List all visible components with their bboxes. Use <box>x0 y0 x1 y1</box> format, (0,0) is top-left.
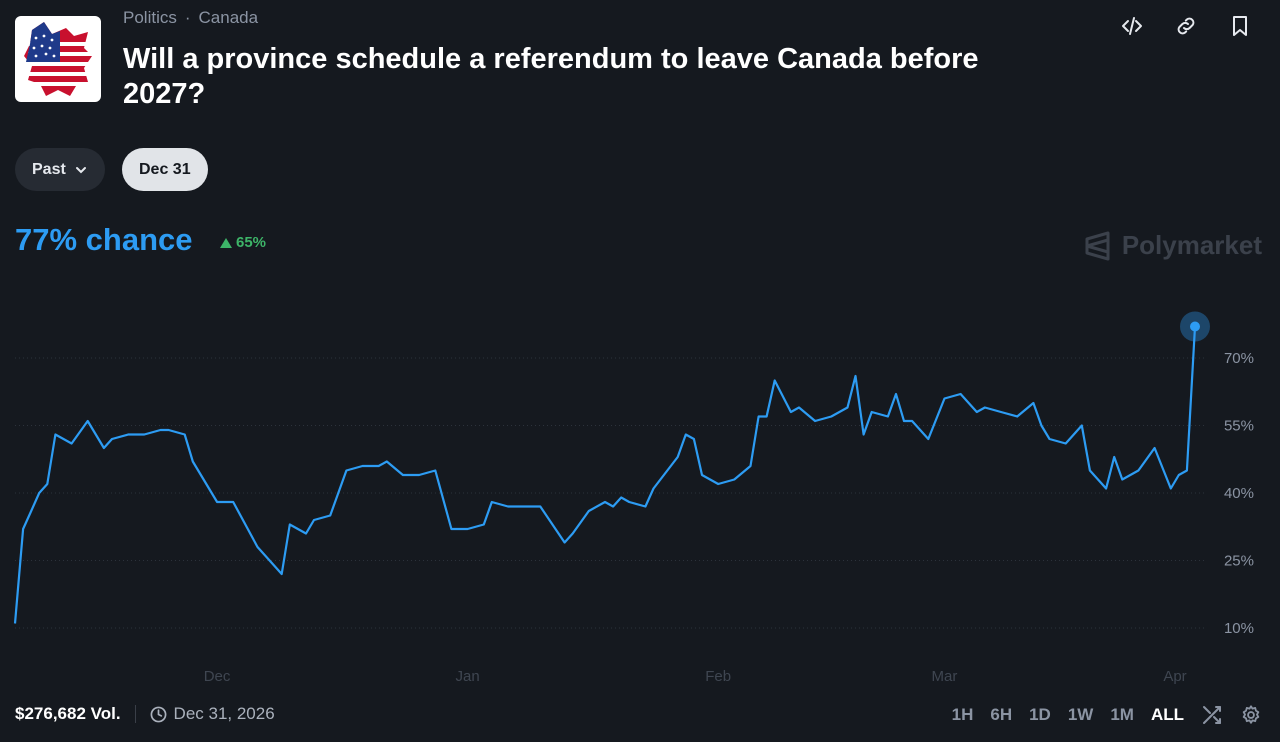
chance-delta-value: 65% <box>236 234 267 251</box>
chance-delta: 65% <box>220 234 266 251</box>
embed-code-icon[interactable] <box>1118 12 1146 40</box>
chance-value: 77% chance <box>15 222 193 257</box>
x-tick-label: Jan <box>456 668 480 685</box>
x-tick-label: Feb <box>705 668 731 685</box>
current-point <box>1190 321 1200 332</box>
end-date: Dec 31, 2026 <box>150 704 275 724</box>
x-tick-label: Dec <box>204 668 231 685</box>
header-actions <box>1118 12 1254 40</box>
time-range-selector: 1H 6H 1D 1W 1M ALL <box>952 704 1262 726</box>
shuffle-icon[interactable] <box>1201 704 1223 726</box>
breadcrumb-separator: · <box>184 8 191 27</box>
polymarket-logo-icon <box>1085 231 1110 260</box>
y-tick-label: 10% <box>1224 620 1254 637</box>
price-chart: 70% 55% 40% 25% 10% Dec Jan Feb Mar Apr <box>13 311 1254 685</box>
x-tick-label: Apr <box>1163 668 1186 685</box>
link-icon[interactable] <box>1172 12 1200 40</box>
x-tick-label: Mar <box>932 668 958 685</box>
range-1w[interactable]: 1W <box>1067 705 1094 724</box>
price-line <box>13 326 1197 624</box>
range-1h[interactable]: 1H <box>951 705 974 724</box>
volume-text: $276,682 Vol. <box>15 704 121 723</box>
settings-gear-icon[interactable] <box>1240 704 1262 726</box>
range-1d[interactable]: 1D <box>1029 705 1051 724</box>
y-tick-label: 25% <box>1224 553 1254 570</box>
breadcrumb-item-politics[interactable]: Politics <box>123 8 177 27</box>
triangle-up-icon <box>220 237 232 248</box>
market-footer: $276,682 Vol. Dec 31, 2026 <box>15 704 275 724</box>
breadcrumb: Politics · Canada <box>123 8 258 28</box>
brand-watermark: Polymarket <box>1084 230 1262 261</box>
date-filter-label: Dec 31 <box>139 160 191 178</box>
clock-icon <box>150 706 166 722</box>
range-6h[interactable]: 6H <box>990 705 1013 724</box>
market-thumbnail <box>15 16 101 102</box>
bookmark-icon[interactable] <box>1226 12 1254 40</box>
y-tick-label: 70% <box>1224 350 1254 367</box>
range-all[interactable]: ALL <box>1150 705 1184 724</box>
footer-divider <box>134 705 136 723</box>
past-dropdown-button[interactable]: Past <box>15 148 105 191</box>
range-1m[interactable]: 1M <box>1110 705 1134 724</box>
brand-name: Polymarket <box>1121 230 1262 260</box>
y-tick-label: 40% <box>1224 485 1254 502</box>
date-filter-button[interactable]: Dec 31 <box>122 148 208 191</box>
chevron-down-icon <box>75 166 86 173</box>
end-date-text: Dec 31, 2026 <box>173 704 275 723</box>
past-label: Past <box>32 160 66 178</box>
y-tick-label: 55% <box>1224 418 1254 435</box>
breadcrumb-item-canada[interactable]: Canada <box>198 8 259 27</box>
market-title: Will a province schedule a referendum to… <box>123 43 979 110</box>
